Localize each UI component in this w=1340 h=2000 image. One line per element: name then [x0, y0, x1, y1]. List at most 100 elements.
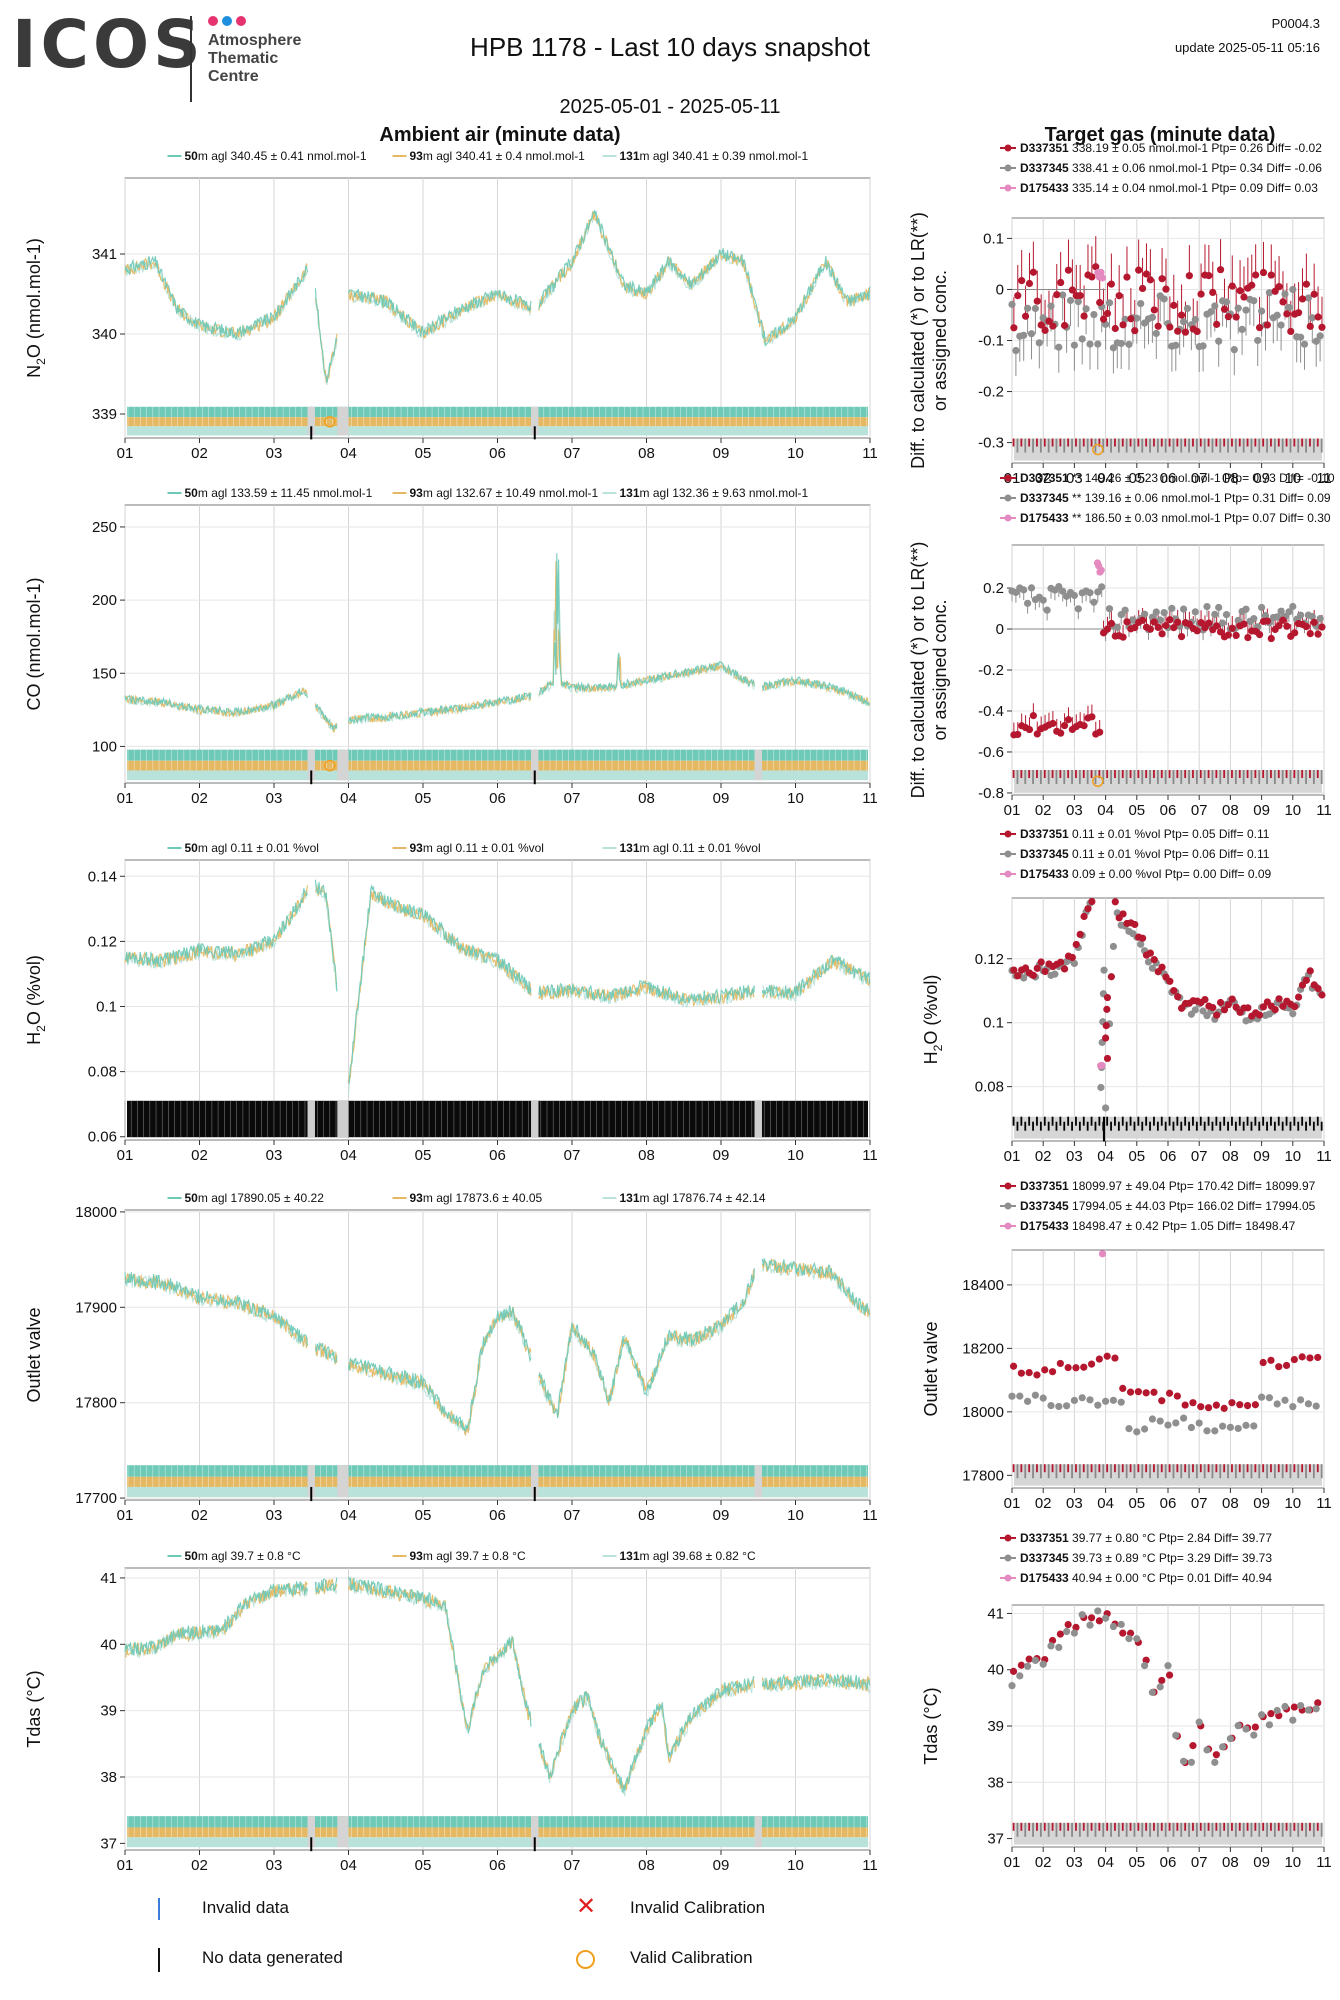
point-D337345 — [1094, 340, 1102, 348]
point-D337351 — [1174, 327, 1182, 335]
point-D337345 — [1008, 1392, 1016, 1400]
point-D337345 — [1055, 1402, 1063, 1411]
point-D337345 — [1312, 1402, 1320, 1410]
point-D337345 — [1234, 304, 1242, 312]
y-tick-label: 17900 — [75, 1299, 117, 1316]
legend-entry: 50m agl 340.45 ± 0.41 nmol.mol-1 — [185, 149, 367, 163]
point-D337351 — [1150, 618, 1158, 626]
point-D337351 — [1025, 725, 1034, 734]
legend-entry: 131m agl 340.41 ± 0.39 nmol.mol-1 — [620, 149, 809, 163]
point-D337345 — [1133, 314, 1141, 322]
point-D337345 — [1059, 587, 1067, 595]
legend-entry: D175433 335.14 ± 0.04 nmol.mol-1 Ptp= 0.… — [1020, 181, 1318, 195]
x-tick-label: 03 — [1066, 1854, 1083, 1871]
point-D337351 — [1033, 297, 1041, 305]
point-D337351 — [1150, 956, 1158, 964]
point-D337351 — [1010, 966, 1018, 974]
point-D337345 — [1226, 1423, 1234, 1431]
point-D337345 — [1254, 336, 1262, 345]
band-gap — [754, 1465, 762, 1498]
x-tick-label: 01 — [117, 445, 134, 462]
chart-n2o-ambient: 01 02 03 04 05 06 07 08 09 10 11 339 340 341 N2O (nmol… — [24, 149, 878, 462]
point-D337351 — [1111, 898, 1119, 906]
point-D337351 — [1041, 1366, 1049, 1374]
x-tick-label: 02 — [1035, 1854, 1052, 1871]
chart-co-target: 01 02 03 04 05 06 07 08 09 10 11 0.2 0 -0.2 -0.4 -0.6 -0… — [908, 471, 1335, 819]
point-D337351 — [1131, 327, 1139, 335]
x-tick-label: 03 — [266, 790, 283, 807]
x-tick-label: 10 — [787, 1507, 804, 1524]
point-D337351 — [1166, 977, 1174, 985]
x-tick-label: 07 — [564, 1857, 581, 1874]
point-D337351 — [1142, 1389, 1150, 1397]
point-D337345 — [1082, 305, 1090, 313]
point-D337351 — [1197, 618, 1205, 627]
point-D337351 — [1049, 719, 1057, 728]
band-131m — [127, 426, 868, 436]
point-D337351 — [1084, 905, 1092, 913]
x-tick-label: 07 — [1191, 802, 1208, 819]
series-line-50m — [124, 209, 871, 383]
point-D337351 — [1189, 1399, 1197, 1407]
band-gap — [337, 749, 349, 781]
point-D337351 — [1119, 1384, 1127, 1393]
point-D337351 — [1291, 1003, 1299, 1011]
point-D337345 — [1312, 337, 1320, 345]
point-D337351 — [1228, 624, 1236, 632]
band-131m — [127, 770, 868, 781]
point-D337351 — [1232, 631, 1240, 640]
point-D337345 — [1109, 942, 1117, 951]
point-D337351 — [1107, 619, 1115, 628]
point-D337345 — [1063, 1627, 1071, 1636]
point-D337351 — [1119, 1629, 1127, 1637]
series-line-50m — [124, 1576, 871, 1795]
page-title: HPB 1178 - Last 10 days snapshot — [470, 32, 870, 62]
point-D337345 — [1070, 1396, 1078, 1405]
point-D337351 — [1287, 327, 1295, 336]
point-D337345 — [1215, 603, 1223, 612]
point-D337351 — [1314, 1353, 1322, 1362]
legend-entry: 131m agl 0.11 ± 0.01 %vol — [620, 841, 761, 855]
point-D337351 — [1138, 616, 1147, 624]
point-D337351 — [1123, 618, 1131, 626]
x-tick-label: 10 — [1284, 1854, 1301, 1871]
point-D337345 — [1265, 1721, 1273, 1729]
x-tick-label: 02 — [1035, 1495, 1052, 1512]
y-axis-label: Tdas (°C) — [921, 1687, 941, 1764]
x-tick-label: 09 — [713, 1147, 730, 1164]
point-D337351 — [1010, 324, 1018, 332]
chart-co-ambient: 01 02 03 04 05 06 07 08 09 10 11 100 150 200 250 CO (nm… — [24, 486, 878, 807]
point-D337345 — [1105, 299, 1114, 307]
x-tick-label: 05 — [415, 1147, 432, 1164]
point-D337351 — [1064, 1620, 1072, 1629]
point-D337345 — [1043, 606, 1051, 614]
x-tick-label: 01 — [1004, 802, 1021, 819]
point-D337345 — [1230, 346, 1238, 354]
point-D337351 — [1255, 631, 1264, 639]
y-tick-label: 18400 — [962, 1277, 1004, 1294]
y-tick-label: 37 — [987, 1831, 1004, 1848]
point-D337351 — [1088, 897, 1096, 906]
y-tick-label: 18000 — [962, 1404, 1004, 1421]
logo-sub-line-3: Centre — [208, 68, 259, 85]
point-D337345 — [1070, 591, 1078, 600]
band-gap — [307, 749, 315, 781]
point-D337351 — [1216, 266, 1225, 274]
y-axis-label: CO (nmol.mol-1) — [24, 577, 44, 710]
x-tick-label: 04 — [1097, 1148, 1114, 1165]
point-D337351 — [1080, 1363, 1088, 1371]
point-D337345 — [1133, 1428, 1141, 1436]
point-D337345 — [1086, 589, 1094, 597]
point-D337345 — [1102, 1614, 1110, 1622]
point-D337345 — [1141, 1425, 1149, 1433]
point-D337345 — [1211, 610, 1219, 618]
legend-entry: D175433 ** 186.50 ± 0.03 nmol.mol-1 Ptp=… — [1020, 511, 1331, 525]
legend-dot — [1004, 514, 1012, 522]
point-D337345 — [1055, 343, 1063, 351]
point-D337345 — [1172, 341, 1180, 349]
icos-logo: ICOS — [12, 6, 205, 83]
point-D337351 — [1212, 1401, 1220, 1409]
point-D337345 — [1090, 598, 1098, 606]
point-D337351 — [1060, 965, 1069, 973]
logo-dot-pink — [208, 16, 218, 26]
